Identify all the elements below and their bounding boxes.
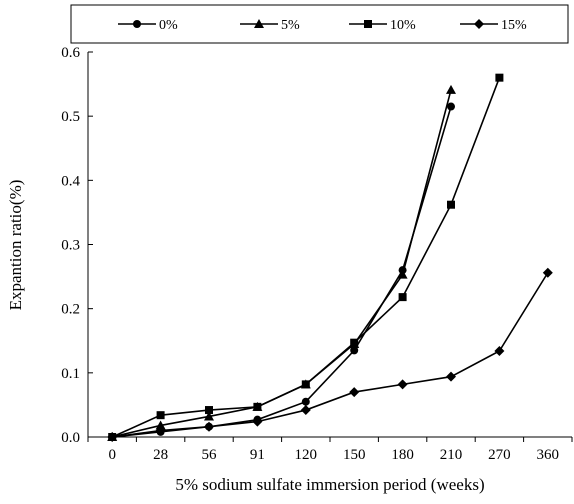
series-10pct-point bbox=[495, 73, 504, 82]
x-tick-label: 28 bbox=[153, 447, 168, 463]
legend: 0% 5% 10% 15% bbox=[118, 18, 527, 33]
series-10pct bbox=[108, 73, 504, 441]
series-5pct-point bbox=[155, 420, 166, 430]
legend-item-0pct: 0% bbox=[118, 18, 178, 33]
legend-item-5pct-marker bbox=[254, 19, 264, 28]
y-tick-label: 0.1 bbox=[61, 366, 80, 382]
series-15pct-point bbox=[349, 387, 360, 398]
series-15pct-point bbox=[107, 432, 118, 442]
series-15pct-point bbox=[446, 371, 456, 382]
y-axis-ticks: 0.0 0.1 0.2 0.3 0.4 0.5 0.6 bbox=[61, 45, 93, 446]
series-15pct-point bbox=[542, 267, 553, 278]
y-axis-title: Expantion ratio(%) bbox=[6, 180, 25, 311]
legend-item-15pct-label: 15% bbox=[501, 18, 527, 33]
legend-item-10pct: 10% bbox=[349, 18, 416, 33]
series-15pct-line bbox=[112, 272, 549, 438]
series-15pct bbox=[107, 267, 553, 442]
series-0pct-point bbox=[350, 346, 359, 355]
y-tick-label: 0.4 bbox=[61, 173, 80, 189]
y-tick-label: 0.2 bbox=[61, 302, 80, 318]
y-tick-label: 0.0 bbox=[61, 430, 80, 446]
series-10pct-point bbox=[253, 402, 262, 411]
series-15pct-point bbox=[494, 346, 505, 357]
y-tick-label: 0.5 bbox=[61, 109, 80, 125]
series-5pct-point bbox=[204, 411, 214, 421]
legend-item-0pct-marker bbox=[133, 20, 141, 28]
series-10pct-point bbox=[156, 411, 165, 420]
series-10pct-point bbox=[350, 338, 359, 347]
x-tick-label: 0 bbox=[108, 447, 116, 463]
legend-item-10pct-marker bbox=[364, 20, 372, 28]
legend-item-5pct: 5% bbox=[240, 18, 300, 33]
x-tick-label: 270 bbox=[488, 447, 511, 463]
legend-item-15pct-marker bbox=[474, 19, 484, 29]
legend-item-0pct-label: 0% bbox=[159, 18, 178, 33]
series-15pct-point bbox=[300, 405, 311, 416]
series-5pct-point bbox=[446, 84, 456, 94]
series-0pct-point bbox=[301, 397, 310, 406]
series-10pct-point bbox=[205, 406, 213, 415]
x-axis-title: 5% sodium sulfate immersion period (week… bbox=[175, 475, 484, 494]
legend-item-15pct: 15% bbox=[460, 18, 527, 33]
series-15pct-point bbox=[397, 379, 408, 390]
x-tick-label: 56 bbox=[202, 447, 218, 463]
x-tick-label: 120 bbox=[295, 447, 318, 463]
series-group bbox=[107, 73, 553, 442]
series-10pct-point bbox=[447, 200, 455, 209]
x-tick-label: 210 bbox=[440, 447, 463, 463]
y-tick-label: 0.6 bbox=[61, 45, 80, 61]
series-15pct-point bbox=[155, 425, 166, 436]
legend-item-5pct-label: 5% bbox=[281, 18, 300, 33]
series-5pct-point bbox=[397, 269, 408, 279]
x-tick-label: 150 bbox=[343, 447, 366, 463]
series-0pct-line bbox=[112, 106, 452, 438]
series-10pct-point bbox=[398, 293, 407, 302]
legend-item-10pct-label: 10% bbox=[390, 18, 416, 33]
series-15pct-point bbox=[204, 421, 214, 432]
y-tick-label: 0.3 bbox=[61, 238, 80, 254]
x-tick-label: 360 bbox=[537, 447, 560, 463]
x-tick-label: 91 bbox=[250, 447, 265, 463]
x-axis-ticks: 0 28 56 91 120 150 180 210 270 360 bbox=[87, 437, 573, 463]
series-0pct-point bbox=[447, 102, 455, 111]
series-10pct-point bbox=[301, 380, 310, 389]
x-tick-label: 180 bbox=[391, 447, 414, 463]
series-15pct-point bbox=[252, 416, 263, 427]
